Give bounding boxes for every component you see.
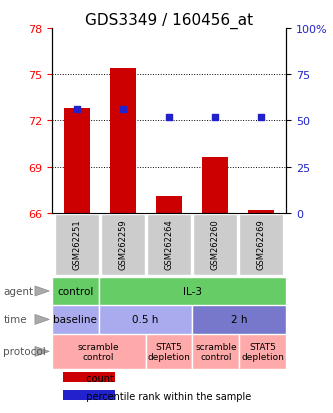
- Text: scramble
control: scramble control: [195, 342, 237, 361]
- Text: control: control: [57, 286, 93, 296]
- Text: scramble
control: scramble control: [78, 342, 120, 361]
- Bar: [156, 196, 182, 213]
- Text: agent: agent: [3, 286, 33, 296]
- Point: [120, 107, 126, 113]
- Bar: [192, 334, 239, 369]
- Bar: [64, 109, 90, 213]
- Bar: [239, 334, 286, 369]
- Point: [74, 107, 80, 113]
- Bar: [52, 306, 99, 334]
- FancyBboxPatch shape: [193, 215, 237, 276]
- Bar: [202, 158, 228, 213]
- Text: 0.5 h: 0.5 h: [132, 315, 159, 325]
- FancyBboxPatch shape: [147, 215, 191, 276]
- FancyBboxPatch shape: [101, 215, 145, 276]
- Bar: [99, 306, 192, 334]
- Bar: [63, 390, 115, 400]
- Text: GSM262264: GSM262264: [165, 218, 173, 269]
- Text: baseline: baseline: [53, 315, 97, 325]
- Text: GSM262260: GSM262260: [210, 218, 219, 269]
- FancyBboxPatch shape: [55, 215, 99, 276]
- Text: 2 h: 2 h: [231, 315, 248, 325]
- Bar: [110, 69, 136, 213]
- Text: percentile rank within the sample: percentile rank within the sample: [80, 391, 251, 401]
- FancyBboxPatch shape: [239, 215, 283, 276]
- Bar: [146, 334, 192, 369]
- Text: GSM262251: GSM262251: [73, 218, 82, 269]
- Point: [212, 114, 218, 121]
- Point: [258, 114, 264, 121]
- Text: protocol: protocol: [3, 347, 46, 356]
- Text: STAT5
depletion: STAT5 depletion: [241, 342, 284, 361]
- Text: STAT5
depletion: STAT5 depletion: [148, 342, 190, 361]
- Text: time: time: [3, 315, 27, 325]
- Point: [166, 114, 172, 121]
- Bar: [52, 334, 146, 369]
- Bar: [63, 373, 115, 382]
- Bar: [248, 210, 274, 213]
- Bar: [99, 277, 286, 306]
- Text: IL-3: IL-3: [183, 286, 202, 296]
- Text: GSM262259: GSM262259: [119, 218, 128, 269]
- Text: count: count: [80, 373, 114, 383]
- Text: GSM262269: GSM262269: [256, 218, 265, 269]
- Bar: [192, 306, 286, 334]
- Bar: [52, 277, 99, 306]
- Title: GDS3349 / 160456_at: GDS3349 / 160456_at: [85, 13, 253, 29]
